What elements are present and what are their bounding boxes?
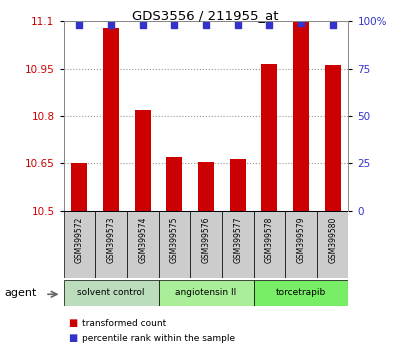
Point bbox=[76, 22, 83, 28]
Text: GSM399573: GSM399573 bbox=[106, 217, 115, 263]
Bar bbox=[316, 211, 348, 278]
Bar bbox=[158, 211, 190, 278]
Point bbox=[297, 20, 303, 26]
Bar bbox=[103, 28, 119, 211]
Bar bbox=[190, 211, 221, 278]
Point bbox=[139, 22, 146, 28]
Text: percentile rank within the sample: percentile rank within the sample bbox=[82, 333, 234, 343]
Text: ■: ■ bbox=[67, 318, 77, 328]
Text: GSM399576: GSM399576 bbox=[201, 217, 210, 263]
Bar bbox=[285, 211, 316, 278]
Point bbox=[328, 22, 335, 28]
Bar bbox=[71, 163, 87, 211]
Point bbox=[265, 22, 272, 28]
Text: GSM399574: GSM399574 bbox=[138, 217, 147, 263]
Bar bbox=[95, 211, 126, 278]
Text: agent: agent bbox=[4, 288, 36, 298]
Point bbox=[171, 22, 177, 28]
Bar bbox=[292, 21, 308, 211]
Bar bbox=[261, 64, 276, 211]
Bar bbox=[63, 211, 95, 278]
Bar bbox=[126, 211, 158, 278]
Bar bbox=[253, 211, 285, 278]
Point bbox=[234, 22, 240, 28]
Bar bbox=[135, 110, 150, 211]
Bar bbox=[324, 65, 340, 211]
Point bbox=[108, 22, 114, 28]
Text: GSM399572: GSM399572 bbox=[75, 217, 84, 263]
Bar bbox=[221, 211, 253, 278]
Bar bbox=[158, 280, 253, 306]
Text: GSM399578: GSM399578 bbox=[264, 217, 273, 263]
Text: angiotensin II: angiotensin II bbox=[175, 289, 236, 297]
Text: GSM399575: GSM399575 bbox=[169, 217, 178, 263]
Bar bbox=[253, 280, 348, 306]
Text: torcetrapib: torcetrapib bbox=[275, 289, 325, 297]
Bar bbox=[166, 157, 182, 211]
Text: GSM399579: GSM399579 bbox=[296, 217, 305, 263]
Bar bbox=[229, 159, 245, 211]
Point bbox=[202, 22, 209, 28]
Bar bbox=[63, 280, 158, 306]
Bar bbox=[198, 162, 213, 211]
Text: GDS3556 / 211955_at: GDS3556 / 211955_at bbox=[131, 9, 278, 22]
Text: transformed count: transformed count bbox=[82, 319, 166, 328]
Text: GSM399577: GSM399577 bbox=[233, 217, 242, 263]
Text: GSM399580: GSM399580 bbox=[327, 217, 336, 263]
Text: ■: ■ bbox=[67, 333, 77, 343]
Text: solvent control: solvent control bbox=[77, 289, 144, 297]
